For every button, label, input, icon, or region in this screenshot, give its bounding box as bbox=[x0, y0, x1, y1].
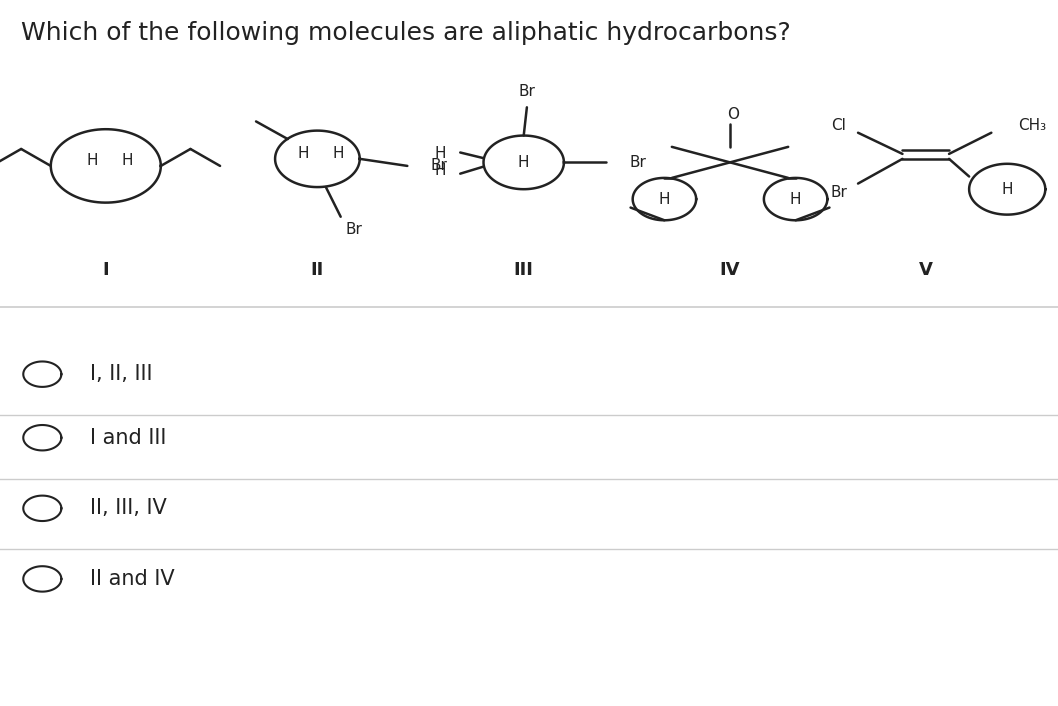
Text: H: H bbox=[87, 152, 97, 168]
Text: IV: IV bbox=[719, 261, 741, 279]
Text: II: II bbox=[311, 261, 324, 279]
Text: H: H bbox=[122, 152, 132, 168]
Text: V: V bbox=[918, 261, 933, 279]
Text: Br: Br bbox=[431, 158, 448, 174]
Text: H: H bbox=[518, 155, 529, 170]
Text: Br: Br bbox=[346, 222, 363, 237]
Text: II, III, IV: II, III, IV bbox=[90, 498, 167, 518]
Text: O: O bbox=[727, 107, 740, 122]
Text: H: H bbox=[298, 145, 309, 161]
Text: Br: Br bbox=[831, 184, 847, 200]
Text: Which of the following molecules are aliphatic hydrocarbons?: Which of the following molecules are ali… bbox=[21, 21, 791, 45]
Text: CH₃: CH₃ bbox=[1018, 118, 1046, 133]
Text: Br: Br bbox=[630, 155, 646, 170]
Text: II and IV: II and IV bbox=[90, 569, 175, 589]
Text: I and III: I and III bbox=[90, 428, 166, 448]
Text: H: H bbox=[659, 191, 670, 207]
Text: H: H bbox=[1002, 181, 1013, 197]
Text: III: III bbox=[514, 261, 533, 279]
Text: Cl: Cl bbox=[832, 118, 846, 133]
Text: Br: Br bbox=[518, 84, 535, 100]
Text: H: H bbox=[333, 145, 344, 161]
Text: H: H bbox=[790, 191, 801, 207]
Text: I, II, III: I, II, III bbox=[90, 364, 152, 384]
Text: I: I bbox=[103, 261, 109, 279]
Text: H: H bbox=[435, 163, 446, 179]
Text: H: H bbox=[435, 146, 446, 162]
